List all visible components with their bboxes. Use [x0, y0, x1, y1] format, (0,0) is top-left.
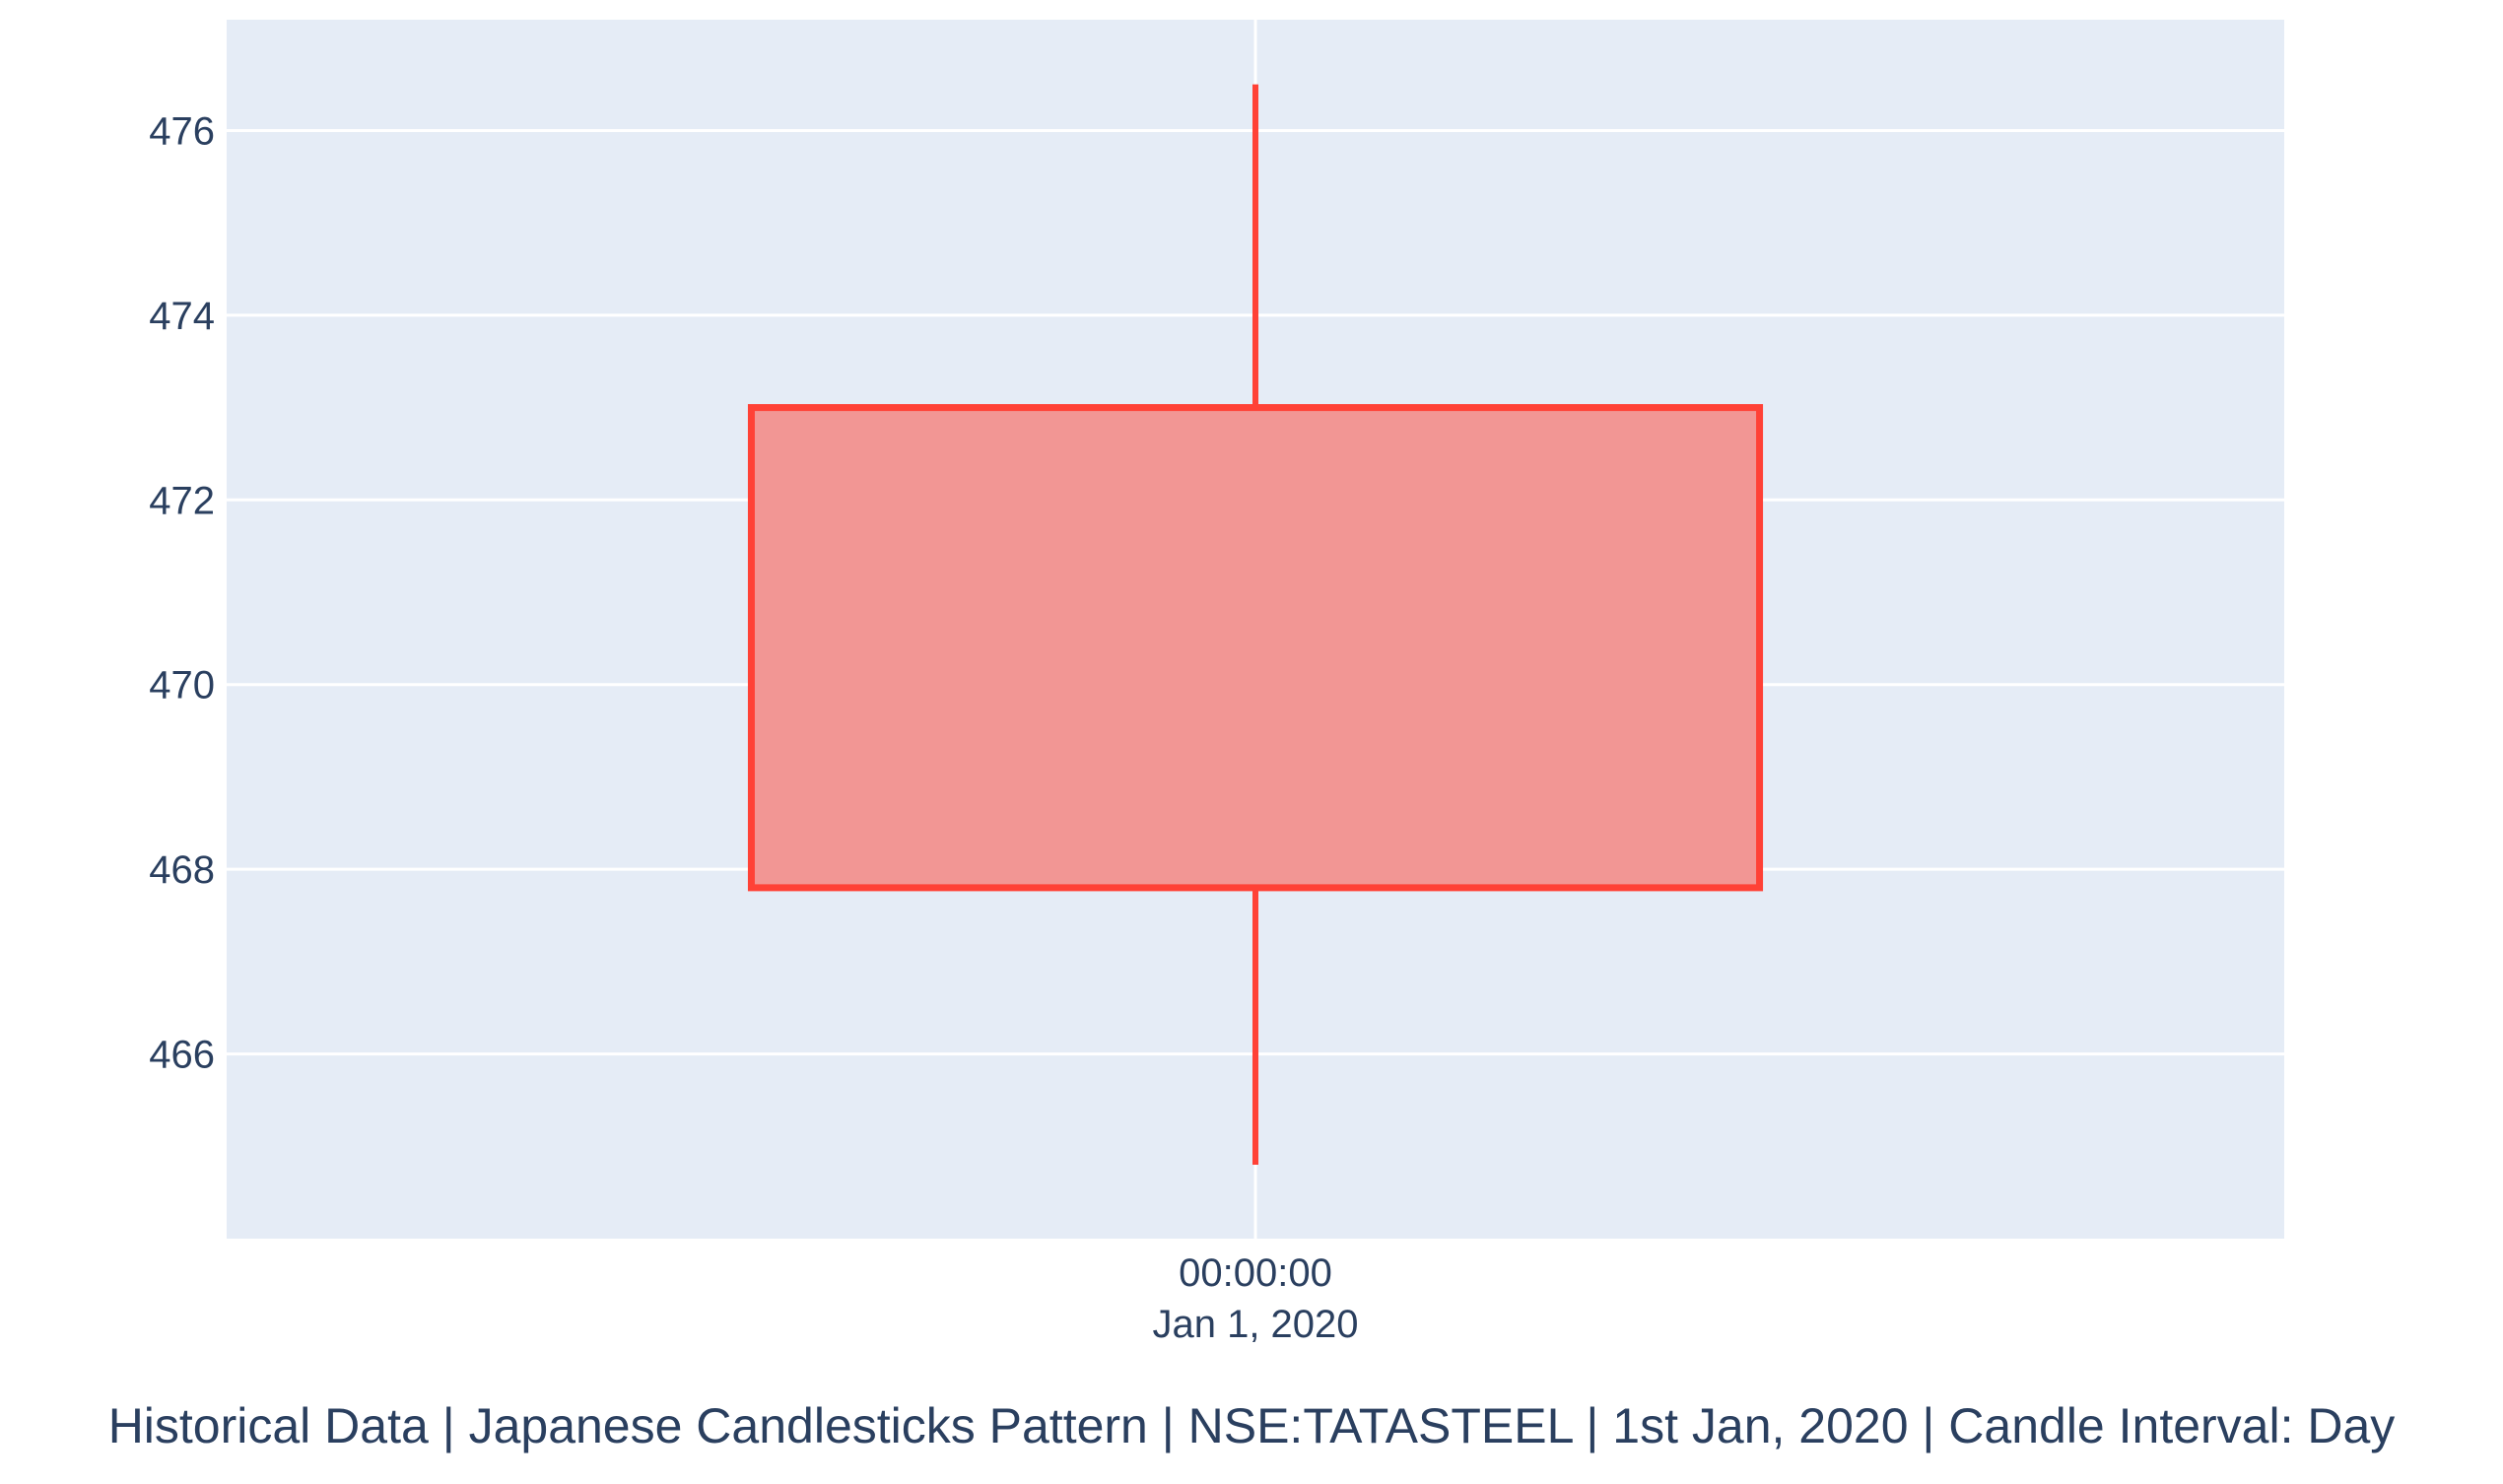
- x-tick-label-date: Jan 1, 2020: [1152, 1303, 1358, 1346]
- y-axis-ticks: 466 468 470 472 474 476: [149, 109, 215, 1076]
- y-tick-label: 466: [149, 1034, 215, 1077]
- y-tick-label: 474: [149, 295, 215, 338]
- chart-caption: Historical Data | Japanese Candlesticks …: [107, 1398, 2396, 1453]
- x-tick-label-time: 00:00:00: [1179, 1251, 1332, 1295]
- candle-body: [747, 404, 1764, 892]
- y-tick-label: 468: [149, 848, 215, 892]
- y-tick-label: 472: [149, 479, 215, 522]
- candles: [747, 84, 1764, 1166]
- y-tick-label: 476: [149, 109, 215, 153]
- x-axis-ticks: 00:00:00 Jan 1, 2020: [1152, 1251, 1358, 1346]
- y-tick-label: 470: [149, 664, 215, 708]
